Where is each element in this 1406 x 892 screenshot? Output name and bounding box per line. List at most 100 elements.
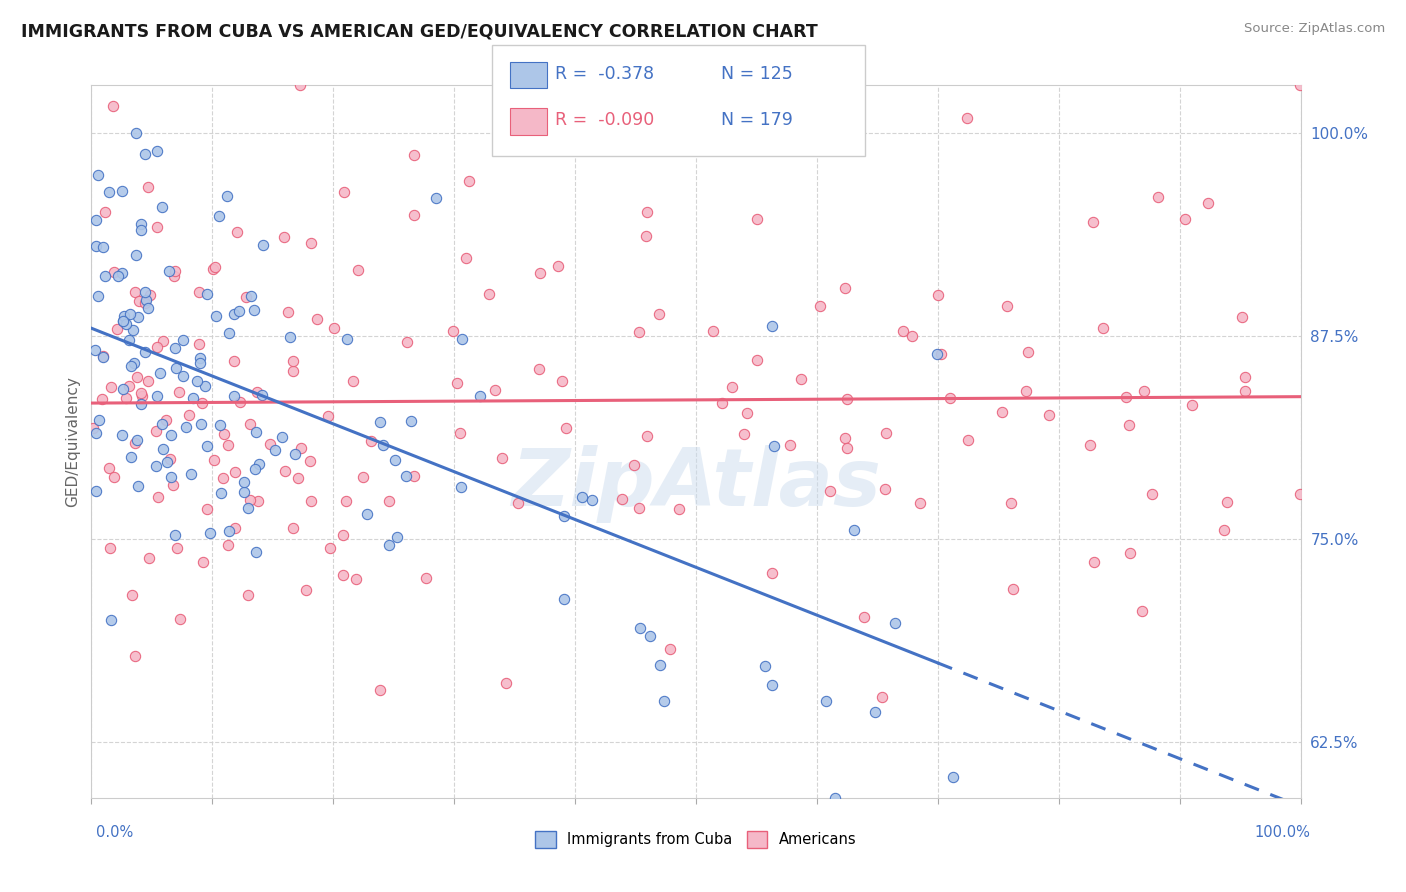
Point <box>404 208 426 222</box>
Point <box>127 479 149 493</box>
Point <box>581 493 603 508</box>
Point <box>165 361 187 376</box>
Point <box>228 303 250 318</box>
Point <box>90 392 112 407</box>
Text: R =  -0.378: R = -0.378 <box>555 65 655 83</box>
Point <box>508 496 530 510</box>
Point <box>491 450 513 465</box>
Point <box>84 239 107 253</box>
Point <box>640 629 662 643</box>
Point <box>111 184 134 198</box>
Point <box>120 307 142 321</box>
Point <box>209 417 232 432</box>
Point <box>82 421 104 435</box>
Point <box>761 678 783 692</box>
Point <box>155 412 177 426</box>
Point <box>236 500 259 515</box>
Point <box>107 268 129 283</box>
Point <box>165 341 187 355</box>
Point <box>250 388 273 402</box>
Point <box>127 310 149 325</box>
Point <box>222 389 245 403</box>
Point <box>754 659 776 673</box>
Point <box>815 694 838 708</box>
Point <box>84 425 107 440</box>
Point <box>1288 78 1310 92</box>
Point <box>273 229 295 244</box>
Point <box>415 571 437 585</box>
Point <box>495 82 517 96</box>
Point <box>247 457 270 471</box>
Point <box>553 592 575 607</box>
Point <box>1001 582 1024 596</box>
Y-axis label: GED/Equivalency: GED/Equivalency <box>65 376 80 507</box>
Point <box>146 219 169 234</box>
Point <box>134 344 156 359</box>
Point <box>247 494 270 508</box>
Point <box>294 582 316 597</box>
Text: N = 179: N = 179 <box>721 112 793 129</box>
Point <box>745 212 768 227</box>
Point <box>125 434 148 448</box>
Point <box>1289 487 1312 501</box>
Point <box>446 376 468 390</box>
Point <box>450 480 472 494</box>
Point <box>870 690 893 704</box>
Point <box>278 330 301 344</box>
Point <box>134 146 156 161</box>
Point <box>290 441 312 455</box>
Point <box>150 417 173 432</box>
Point <box>287 470 309 484</box>
Text: 0.0%: 0.0% <box>96 825 132 840</box>
Point <box>478 287 501 301</box>
Point <box>551 374 574 388</box>
Point <box>243 302 266 317</box>
Point <box>356 507 378 521</box>
Point <box>834 281 856 295</box>
Point <box>402 148 425 162</box>
Point <box>938 391 960 405</box>
Point <box>395 334 418 349</box>
Point <box>873 482 896 496</box>
Point <box>209 486 232 500</box>
Point <box>129 397 152 411</box>
Point <box>929 347 952 361</box>
Point <box>316 409 339 423</box>
Point <box>152 442 174 457</box>
Point <box>217 538 239 552</box>
Point <box>1038 409 1060 423</box>
Point <box>134 296 156 310</box>
Point <box>191 395 214 409</box>
Point <box>834 431 856 445</box>
Point <box>628 325 651 339</box>
Point <box>217 438 239 452</box>
Point <box>264 442 287 457</box>
Point <box>1083 555 1105 569</box>
Point <box>342 374 364 388</box>
Point <box>710 395 733 409</box>
Point <box>125 248 148 262</box>
Point <box>159 452 181 467</box>
Point <box>284 447 307 461</box>
Point <box>735 406 758 420</box>
Point <box>167 384 190 399</box>
Point <box>636 204 658 219</box>
Point <box>125 370 148 384</box>
Point <box>190 417 212 431</box>
Point <box>652 693 675 707</box>
Point <box>299 493 322 508</box>
Point <box>97 461 120 475</box>
Point <box>195 501 218 516</box>
Point <box>824 791 846 805</box>
Point <box>138 301 160 315</box>
Point <box>335 494 357 508</box>
Point <box>103 99 125 113</box>
Point <box>470 389 492 403</box>
Point <box>401 415 423 429</box>
Point <box>636 228 658 243</box>
Point <box>527 362 550 376</box>
Point <box>180 467 202 482</box>
Point <box>1181 398 1204 412</box>
Point <box>86 289 108 303</box>
Point <box>195 439 218 453</box>
